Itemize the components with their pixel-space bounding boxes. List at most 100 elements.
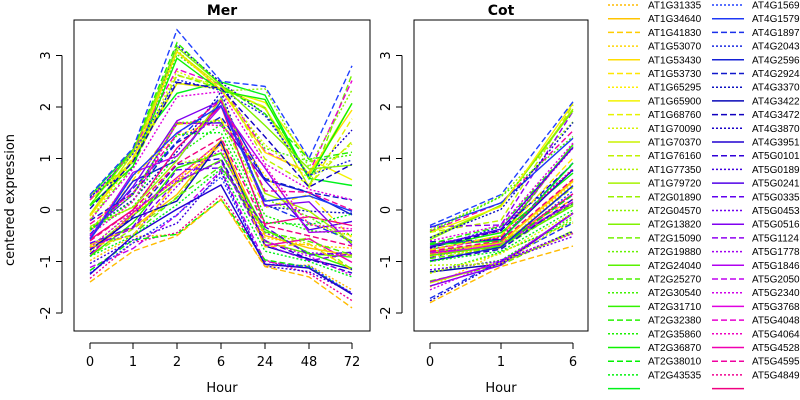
cot-x-tick-label: 1 [497,355,505,370]
mer-gene-line [89,148,353,277]
mer-gene-line [89,97,353,243]
mer-x-tick-label: 0 [86,355,94,370]
cot-gene-line [429,167,574,250]
cot-panel: Cot -2 -1 0 1 2 3 0 1 6 Hour [379,3,589,396]
right-legend-label: AT4G3370 [752,83,800,94]
cot-gene-line [429,145,574,245]
mer-gene-line [89,175,353,294]
right-legend-label: AT5G4528 [752,343,800,354]
right-legend-label: AT4G3422 [752,96,800,107]
cot-y-tick-label: 2 [379,103,394,111]
legend: AT1G31335 AT1G34640 AT1G41830 AT1G53070 AT1G… [608,1,800,390]
right-legend-label: AT4G1897 [752,28,800,39]
cot-summary-line [429,245,574,304]
mer-x-tick-label: 2 [173,355,181,370]
mer-gene-line [89,140,353,270]
left-legend-label: AT2G01890 [648,192,702,203]
y-axis-label: centered expression [3,134,18,266]
right-legend-label: AT4G3870 [752,124,800,135]
mer-panel-title: Mer [207,3,237,19]
left-legend-label: AT1G70370 [648,138,702,149]
cot-gene-line [429,213,574,283]
right-legend-label: AT5G0516 [752,220,800,231]
right-legend-label: AT4G1579 [752,14,800,25]
mer-gene-line [89,170,353,294]
mer-gene-line [89,104,353,240]
left-legend-label: AT1G65295 [648,83,702,94]
cot-gene-line [429,103,574,234]
mer-gene-line [89,41,353,206]
cot-gene-line [429,163,574,249]
right-legend-label: AT5G1124 [752,233,799,244]
cot-y-tick-label: -2 [379,307,394,320]
cot-panel-title: Cot [488,3,515,19]
cot-gene-line [429,180,574,256]
cot-y-axis: -2 -1 0 1 2 3 [379,51,403,320]
cot-gene-line [429,122,574,239]
cot-y-tick-label: 3 [379,51,394,59]
mer-y-tick-label: 3 [39,51,54,59]
mer-summary-line [89,136,353,247]
cot-gene-line [429,136,574,233]
mer-gene-line [89,140,353,253]
mer-gene-line [89,160,353,262]
cot-x-axis: 0 1 6 [426,342,577,370]
left-legend-label: AT2G36870 [648,343,702,354]
left-legend-label: AT1G53730 [648,69,702,80]
right-legend-label: AT5G2050 [752,275,800,286]
mer-series-lines [89,28,353,309]
mer-gene-line [89,152,353,269]
left-legend-label: AT2G25270 [648,275,702,286]
mer-gene-line [89,165,353,256]
left-legend-label: AT1G53070 [648,42,702,53]
right-legend-label: AT5G4064 [752,329,800,340]
right-legend-label: AT5G4595 [752,357,800,368]
mer-x-tick-label: 72 [344,355,361,370]
left-legend-label: AT2G35860 [648,329,702,340]
cot-gene-line [429,198,574,262]
mer-gene-line [89,167,353,256]
mer-summary-line [89,198,353,309]
cot-y-tick-label: -1 [379,255,394,268]
left-legend-label: AT2G24040 [648,261,702,272]
left-legend-label: AT2G30540 [648,288,702,299]
mer-summary-line [89,167,353,278]
right-legend-label: AT4G3951 [752,138,800,149]
right-legend-label: AT4G3472 [752,110,800,121]
mer-gene-line [89,121,353,236]
cot-gene-line [429,162,574,246]
mer-y-tick-label: -1 [39,255,54,268]
right-legend-label: AT5G3768 [752,302,800,313]
mer-gene-line [89,118,353,240]
cot-gene-line [429,185,574,262]
mer-gene-line [89,143,353,271]
cot-gene-line [429,110,574,228]
mer-gene-line [89,184,353,295]
mer-panel: Mer -2 -1 0 1 2 3 0 1 2 6 24 48 72 Hour [39,3,371,396]
left-legend-label: AT2G19880 [648,247,702,258]
cot-x-tick-label: 0 [426,355,434,370]
cot-gene-line [429,143,574,251]
left-legend-label: AT1G53430 [648,55,702,66]
cot-gene-line [429,232,574,291]
left-legend-label: AT2G43535 [648,370,702,381]
mer-gene-line [89,118,353,237]
left-legend-label: AT2G13820 [648,220,702,231]
mer-x-tick-label: 24 [257,355,274,370]
cot-y-tick-label: 0 [379,206,394,214]
left-legend-label: AT1G68760 [648,110,702,121]
right-legend-label: AT5G4849 [752,370,800,381]
cot-summary-line [429,178,574,252]
mer-y-axis: -2 -1 0 1 2 3 [39,51,63,319]
mer-x-axis: 0 1 2 6 24 48 72 [86,342,361,370]
right-legend-label: AT4G2596 [752,55,800,66]
mer-y-tick-label: 2 [39,103,54,111]
mer-x-tick-label: 48 [301,355,318,370]
mer-plot-frame [73,19,371,332]
cot-gene-line [429,137,574,229]
left-legend-label: AT2G04570 [648,206,702,217]
cot-gene-line [429,157,574,251]
right-legend-label: AT4G2043 [752,42,800,53]
mer-x-tick-label: 1 [129,355,137,370]
